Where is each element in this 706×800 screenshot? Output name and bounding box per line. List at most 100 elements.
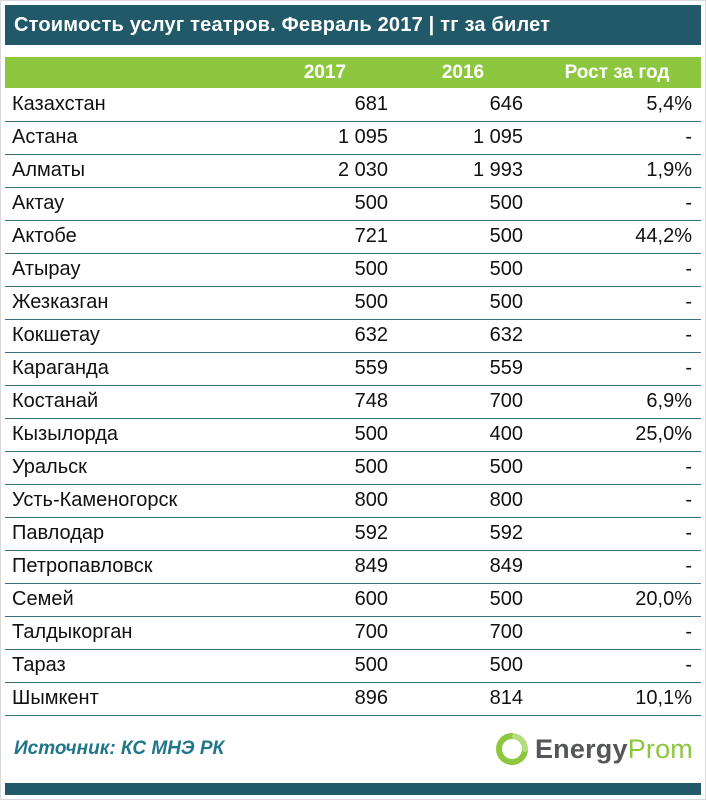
growth-value-cell: - xyxy=(533,121,701,155)
growth-value-cell: 44,2% xyxy=(533,220,701,254)
table-row: Астана 1 095 1 095 - xyxy=(5,121,701,155)
growth-value-cell: 10,1% xyxy=(533,682,701,716)
bottom-bar xyxy=(5,783,701,795)
city-name-cell: Петропавловск xyxy=(5,550,257,584)
value-2017-cell: 748 xyxy=(257,385,393,419)
value-2017-cell: 800 xyxy=(257,484,393,518)
table-row: Кызылорда 500 400 25,0% xyxy=(5,418,701,452)
table-row: Кокшетау 632 632 - xyxy=(5,319,701,353)
value-2016-cell: 632 xyxy=(393,319,533,353)
value-2017-cell: 1 095 xyxy=(257,121,393,155)
value-2017-cell: 500 xyxy=(257,451,393,485)
city-name-cell: Кызылорда xyxy=(5,418,257,452)
growth-value-cell: - xyxy=(533,616,701,650)
logo-text-prom: Prom xyxy=(627,733,693,764)
value-2017-cell: 500 xyxy=(257,187,393,221)
value-2016-cell: 500 xyxy=(393,286,533,320)
table-row: Усть-Каменогорск 800 800 - xyxy=(5,484,701,518)
value-2016-cell: 400 xyxy=(393,418,533,452)
energyprom-logo: EnergyProm xyxy=(495,733,693,766)
value-2016-cell: 559 xyxy=(393,352,533,386)
value-2016-cell: 500 xyxy=(393,253,533,287)
value-2017-cell: 2 030 xyxy=(257,154,393,188)
page-title: Стоимость услуг театров. Февраль 2017 | … xyxy=(14,13,551,36)
value-2017-cell: 500 xyxy=(257,418,393,452)
header-growth: Рост за год xyxy=(533,57,701,88)
city-name-cell: Костанай xyxy=(5,385,257,419)
table-header-row: 2017 2016 Рост за год xyxy=(5,57,701,88)
table-row: Актобе 721 500 44,2% xyxy=(5,220,701,254)
city-name-cell: Алматы xyxy=(5,154,257,188)
value-2017-cell: 500 xyxy=(257,253,393,287)
growth-value-cell: 20,0% xyxy=(533,583,701,617)
price-table: 2017 2016 Рост за год Казахстан 681 646 … xyxy=(5,57,701,716)
growth-value-cell: - xyxy=(533,451,701,485)
table-row: Караганда 559 559 - xyxy=(5,352,701,386)
value-2016-cell: 646 xyxy=(393,88,533,122)
city-name-cell: Караганда xyxy=(5,352,257,386)
growth-value-cell: 1,9% xyxy=(533,154,701,188)
value-2016-cell: 592 xyxy=(393,517,533,551)
value-2016-cell: 700 xyxy=(393,385,533,419)
value-2016-cell: 814 xyxy=(393,682,533,716)
table-row: Павлодар 592 592 - xyxy=(5,517,701,551)
value-2016-cell: 1 095 xyxy=(393,121,533,155)
table-row: Жезказган 500 500 - xyxy=(5,286,701,320)
table-row: Уральск 500 500 - xyxy=(5,451,701,485)
source-label: Источник: КС МНЭ РК xyxy=(14,738,225,760)
table-row: Актау 500 500 - xyxy=(5,187,701,221)
growth-value-cell: - xyxy=(533,319,701,353)
value-2016-cell: 700 xyxy=(393,616,533,650)
value-2016-cell: 849 xyxy=(393,550,533,584)
growth-value-cell: - xyxy=(533,253,701,287)
value-2016-cell: 500 xyxy=(393,649,533,683)
value-2017-cell: 896 xyxy=(257,682,393,716)
value-2017-cell: 500 xyxy=(257,286,393,320)
city-name-cell: Астана xyxy=(5,121,257,155)
growth-value-cell: 5,4% xyxy=(533,88,701,122)
value-2016-cell: 500 xyxy=(393,220,533,254)
logo-text-energy: Energy xyxy=(534,733,628,764)
city-name-cell: Актобе xyxy=(5,220,257,254)
growth-value-cell: - xyxy=(533,187,701,221)
city-name-cell: Семей xyxy=(5,583,257,617)
city-name-cell: Атырау xyxy=(5,253,257,287)
growth-value-cell: - xyxy=(533,352,701,386)
city-name-cell: Талдыкорган xyxy=(5,616,257,650)
value-2016-cell: 1 993 xyxy=(393,154,533,188)
city-name-cell: Казахстан xyxy=(5,88,257,122)
table-row: Талдыкорган 700 700 - xyxy=(5,616,701,650)
growth-value-cell: - xyxy=(533,484,701,518)
header-2017: 2017 xyxy=(257,57,393,88)
table-row: Атырау 500 500 - xyxy=(5,253,701,287)
value-2017-cell: 721 xyxy=(257,220,393,254)
energyprom-leaf-icon xyxy=(495,733,528,766)
value-2016-cell: 500 xyxy=(393,583,533,617)
table-row: Петропавловск 849 849 - xyxy=(5,550,701,584)
header-2016: 2016 xyxy=(393,57,533,88)
growth-value-cell: - xyxy=(533,649,701,683)
value-2017-cell: 559 xyxy=(257,352,393,386)
city-name-cell: Павлодар xyxy=(5,517,257,551)
city-name-cell: Шымкент xyxy=(5,682,257,716)
growth-value-cell: - xyxy=(533,286,701,320)
value-2016-cell: 800 xyxy=(393,484,533,518)
city-name-cell: Усть-Каменогорск xyxy=(5,484,257,518)
city-name-cell: Жезказган xyxy=(5,286,257,320)
footer: Источник: КС МНЭ РК EnergyProm xyxy=(5,716,701,784)
city-name-cell: Актау xyxy=(5,187,257,221)
value-2017-cell: 592 xyxy=(257,517,393,551)
value-2017-cell: 500 xyxy=(257,649,393,683)
table-row: Казахстан 681 646 5,4% xyxy=(5,88,701,122)
value-2017-cell: 700 xyxy=(257,616,393,650)
title-bar: Стоимость услуг театров. Февраль 2017 | … xyxy=(5,5,701,45)
value-2016-cell: 500 xyxy=(393,451,533,485)
value-2017-cell: 849 xyxy=(257,550,393,584)
value-2017-cell: 600 xyxy=(257,583,393,617)
value-2017-cell: 632 xyxy=(257,319,393,353)
table-body: Казахстан 681 646 5,4% Астана 1 095 1 09… xyxy=(5,88,701,716)
growth-value-cell: 25,0% xyxy=(533,418,701,452)
logo-text: EnergyProm xyxy=(535,734,693,765)
city-name-cell: Кокшетау xyxy=(5,319,257,353)
